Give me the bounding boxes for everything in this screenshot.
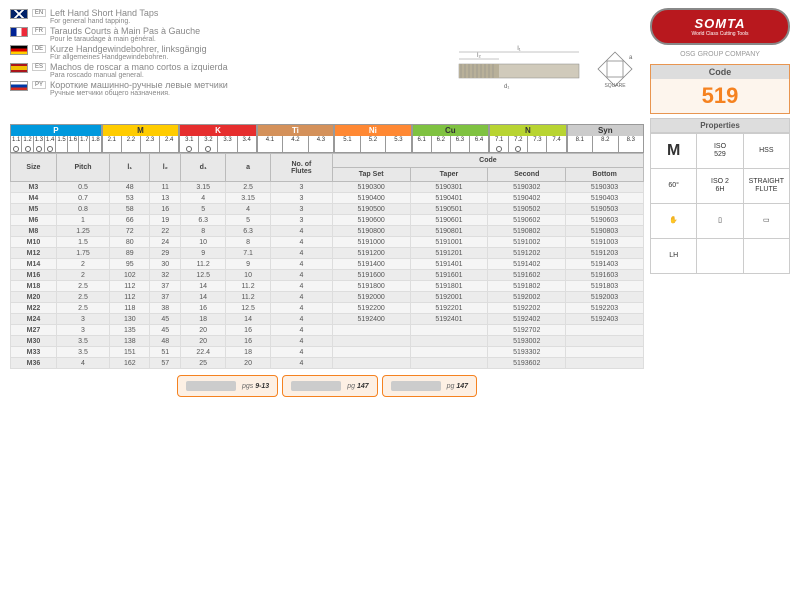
material-Cu: Cu6.16.26.36.4 [412,124,489,153]
svg-text:a: a [629,55,633,61]
property-cell: M [651,134,696,168]
table-row: M243130451814451924005192401519240251924… [11,314,644,325]
material-Ni: Ni5.15.25.3 [334,124,411,153]
property-cell: ▭ [744,204,789,238]
table-row: M27313545201645192702 [11,325,644,336]
technical-diagram: l₁ l₂ d₁ a SQUARE [442,8,642,114]
table-row: M303.513848201645193002 [11,336,644,347]
lang-FR: FRTarauds Courts à Main Pas à GauchePour… [10,26,434,43]
material-classification-bar: P1.11.21.31.41.51.61.71.8M2.12.22.32.4K3… [10,124,644,153]
table-row: M50.858165435190500519050151905025190503 [11,204,644,215]
page-ref: pg 147 [382,375,477,397]
properties-grid: MISO 529HSS 60°ISO 2 6HSTRAIGHT FLUTE ✋▯▭ L… [650,133,790,274]
flag-icon [10,63,28,73]
property-cell: ✋ [651,204,696,238]
flag-icon [10,9,28,19]
table-row: M30.548113.152.5351903005190301519030251… [11,182,644,193]
table-row: M142953011.29451914005191401519140251914… [11,259,644,270]
lang-ES: ESMachos de roscar a mano cortos a izqui… [10,62,434,79]
table-row: M6166196.3535190600519060151906025190603 [11,215,644,226]
property-cell: ISO 529 [697,134,742,168]
property-cell: 60° [651,169,696,203]
language-titles: ENLeft Hand Short Hand TapsFor general h… [10,8,434,114]
property-cell: LH [651,239,696,273]
table-row: M1621023212.5104519160051916015191602519… [11,270,644,281]
table-row: M222.5118381612.545192200519220151922025… [11,303,644,314]
lang-DE: DEKurze Handgewindebohrer, linksgängigFü… [10,44,434,61]
material-Ti: Ti4.14.24.3 [257,124,334,153]
material-N: N7.17.27.37.4 [489,124,566,153]
property-cell: ▯ [697,204,742,238]
table-row: M121.75892997.14519120051912015191202519… [11,248,644,259]
flag-icon [10,81,28,91]
table-row: M333.51515122.41845193302 [11,347,644,358]
material-P: P1.11.21.31.41.51.61.71.8 [10,124,102,153]
property-cell: HSS [744,134,789,168]
page-ref: pg 147 [282,375,377,397]
svg-text:d₁: d₁ [504,84,509,90]
table-row: M101.58024108451910005191001519100251910… [11,237,644,248]
property-cell: STRAIGHT FLUTE [744,169,789,203]
company-name: OSG GROUP COMPANY [650,51,790,58]
brand-logo: SOMTA World Class Cutting Tools [650,8,790,45]
properties-header: Properties [650,118,790,133]
table-row: M182.5112371411.245191800519180151918025… [11,281,644,292]
lang-EN: ENLeft Hand Short Hand TapsFor general h… [10,8,434,25]
table-row: M40.7531343.1535190400519040151904025190… [11,193,644,204]
page-references: pgs 9-13pg 147pg 147 [10,375,644,397]
property-cell [744,239,789,273]
material-K: K3.13.23.33.4 [179,124,256,153]
table-row: M36416257252045193602 [11,358,644,369]
table-row: M81.25722286.345190800519080151908025190… [11,226,644,237]
property-cell: ISO 2 6H [697,169,742,203]
svg-text:SQUARE: SQUARE [604,83,626,89]
material-M: M2.12.22.32.4 [102,124,179,153]
property-cell [697,239,742,273]
svg-text:l₁: l₁ [517,46,520,52]
lang-PY: PYКороткие машинно-ручные левые метчикиР… [10,80,434,97]
page-ref: pgs 9-13 [177,375,278,397]
specifications-table: Size Pitch l₁ l₂ d₁ a No. of Flutes Code… [10,153,644,369]
table-row: M202.5112371411.245192000519200151920025… [11,292,644,303]
product-code-box: Code 519 [650,64,790,114]
material-Syn: Syn8.18.28.3 [567,124,644,153]
svg-text:l₂: l₂ [477,53,481,59]
flag-icon [10,45,28,55]
flag-icon [10,27,28,37]
